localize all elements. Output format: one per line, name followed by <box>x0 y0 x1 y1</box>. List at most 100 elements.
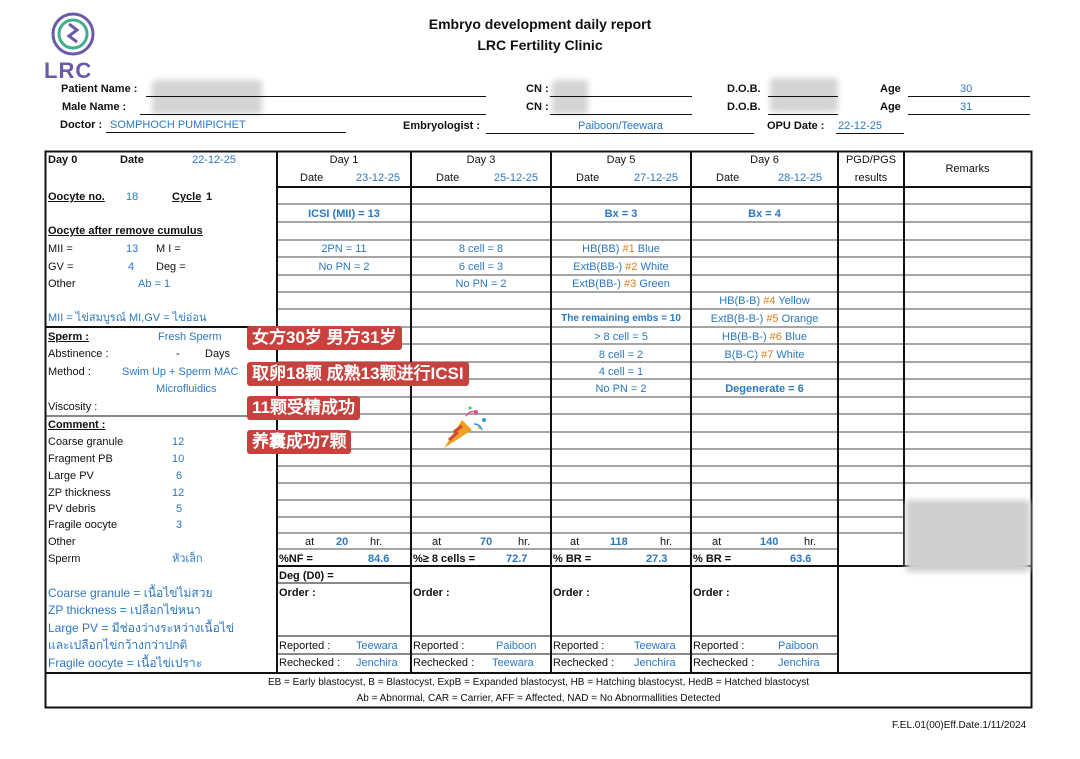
day3-rechecked: Teewara <box>492 657 534 669</box>
method-value: Swim Up + Sperm MAC <box>122 366 239 378</box>
day5-stat-label: % BR = <box>553 553 592 565</box>
day3-hr-label: hr. <box>518 536 531 548</box>
day3-6cell: 6 cell = 3 <box>458 261 504 273</box>
other-value: Ab = 1 <box>138 278 171 290</box>
note-large-pv-2: และเปลือกไข่กว้างกว่าปกติ <box>48 638 188 652</box>
party-popper-icon <box>440 402 490 452</box>
age-female-value: 30 <box>960 83 973 95</box>
day1-hours: 20 <box>336 536 349 548</box>
day3-date-value: 25-12-25 <box>494 172 539 184</box>
day3-at-label: at <box>432 536 442 548</box>
viscosity-label: Viscosity : <box>48 401 98 413</box>
day6-rechecked: Jenchira <box>778 657 820 669</box>
day6-date-value: 28-12-25 <box>778 172 823 184</box>
patient-name-redacted <box>152 80 262 114</box>
form-code: F.EL.01(00)Eff.Date.1/11/2024 <box>892 720 1027 731</box>
comment-label: Comment : <box>48 419 106 431</box>
overlay-tag-fertilized: 11颗受精成功 <box>247 396 360 420</box>
day1-order-label: Order : <box>279 587 316 599</box>
comment-value-large-pv: 6 <box>176 470 183 482</box>
day5-date-label: Date <box>576 172 600 184</box>
day5-hr-label: hr. <box>660 536 673 548</box>
day1-reported-label: Reported : <box>279 640 331 652</box>
deg-label: Deg = <box>156 261 186 273</box>
day5-blast-2: ExtB(BB-) #2 White <box>573 261 669 273</box>
cycle-value: 1 <box>206 191 213 203</box>
comment-label-fragment: Fragment PB <box>48 453 113 465</box>
day6-degenerate: Degenerate = 6 <box>725 383 804 395</box>
day3-reported-label: Reported : <box>413 640 465 652</box>
age-label: Age <box>880 83 901 95</box>
dob-label: D.O.B. <box>727 83 761 95</box>
day3-nopn: No PN = 2 <box>455 278 507 290</box>
day6-blast-4: HB(B-B) #4 Yellow <box>719 295 810 307</box>
day3-stat-label: %≥ 8 cells = <box>413 553 475 565</box>
day6-at-label: at <box>712 536 722 548</box>
day6-blast-7: B(B-C) #7 White <box>724 349 805 361</box>
day6-reported-label: Reported : <box>693 640 745 652</box>
day1-hr-label: hr. <box>370 536 383 548</box>
day6-stat-label: % BR = <box>693 553 732 565</box>
dob-label-male: D.O.B. <box>727 101 761 113</box>
method-label: Method : <box>48 366 91 378</box>
overlay-tag-retrieval: 取卵18颗 成熟13颗进行ICSI <box>247 362 469 386</box>
doctor-label: Doctor : <box>60 119 103 131</box>
sperm-value: Fresh Sperm <box>158 331 222 343</box>
logo-emblem-icon <box>51 12 95 56</box>
note-coarse: Coarse granule = เนื้อไข่ไม่สวย <box>48 586 213 600</box>
day6-order-label: Order : <box>693 587 730 599</box>
day3-reported: Paiboon <box>496 640 537 652</box>
legend-line-1: EB = Early blastocyst, B = Blastocyst, E… <box>267 677 810 688</box>
clinic-name: LRC Fertility Clinic <box>477 37 603 53</box>
mi-label: M I = <box>156 243 181 255</box>
pgd-header: PGD/PGS <box>845 154 897 166</box>
day1-icsi: ICSI (MII) = 13 <box>308 208 380 220</box>
embryologist-label: Embryologist : <box>403 120 481 132</box>
day5-order-label: Order : <box>553 587 590 599</box>
day6-title: Day 6 <box>750 154 779 166</box>
day1-2pn: 2PN = 11 <box>321 243 367 255</box>
day0-date-label: Date <box>120 154 144 166</box>
comment-value-fragment: 10 <box>172 453 185 465</box>
day3-order-label: Order : <box>413 587 450 599</box>
day5-rechecked-label: Rechecked : <box>553 657 615 669</box>
comment-value-fragile: 3 <box>176 519 183 531</box>
day5-bx: Bx = 3 <box>604 208 638 220</box>
cn-redacted <box>552 80 588 114</box>
male-name-label: Male Name : <box>62 101 127 113</box>
mii-value: 13 <box>126 243 139 255</box>
day5-at-label: at <box>570 536 580 548</box>
day5-remaining: The remaining embs = 10 <box>561 313 681 324</box>
day6-bx: Bx = 4 <box>748 208 781 220</box>
mii-label: MII = <box>48 243 73 255</box>
day6-blast-6: HB(B-B-) #6 Blue <box>722 331 807 343</box>
day5-date-value: 27-12-25 <box>634 172 679 184</box>
day5-blast-1: HB(BB) #1 Blue <box>582 243 660 255</box>
cn-label-male: CN : <box>526 101 549 113</box>
opu-date-value: 22-12-25 <box>838 120 883 132</box>
day5-nopn: No PN = 2 <box>595 383 647 395</box>
day1-date-label: Date <box>300 172 324 184</box>
day3-date-label: Date <box>436 172 460 184</box>
comment-value-sperm: หัวเล็ก <box>172 553 203 565</box>
day1-rechecked: Jenchira <box>356 657 398 669</box>
oocyte-no-value: 18 <box>126 191 139 203</box>
mii-note: MII = ไข่สมบูรณ์ MI,GV = ไข่อ่อน <box>48 312 207 324</box>
day1-date-value: 23-12-25 <box>356 172 401 184</box>
day1-reported: Teewara <box>356 640 398 652</box>
day6-date-label: Date <box>716 172 740 184</box>
day0-date-value: 22-12-25 <box>192 154 237 166</box>
doctor-value: SOMPHOCH PUMIPICHET <box>110 119 246 131</box>
method-value-2: Microfluidics <box>156 383 217 395</box>
day5-stat-value: 27.3 <box>646 553 668 565</box>
remarks-redacted <box>906 500 1030 572</box>
day5-reported-label: Reported : <box>553 640 605 652</box>
day5-rechecked: Jenchira <box>634 657 676 669</box>
comment-label-other: Other <box>48 536 76 548</box>
day5-reported: Teewara <box>634 640 676 652</box>
day6-rechecked-label: Rechecked : <box>693 657 755 669</box>
day3-rechecked-label: Rechecked : <box>413 657 475 669</box>
day5-8cell: 8 cell = 2 <box>598 349 644 361</box>
oocyte-no-label: Oocyte no. <box>48 191 105 203</box>
